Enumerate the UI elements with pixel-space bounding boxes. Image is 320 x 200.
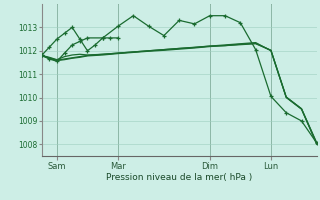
X-axis label: Pression niveau de la mer( hPa ): Pression niveau de la mer( hPa ) bbox=[106, 173, 252, 182]
